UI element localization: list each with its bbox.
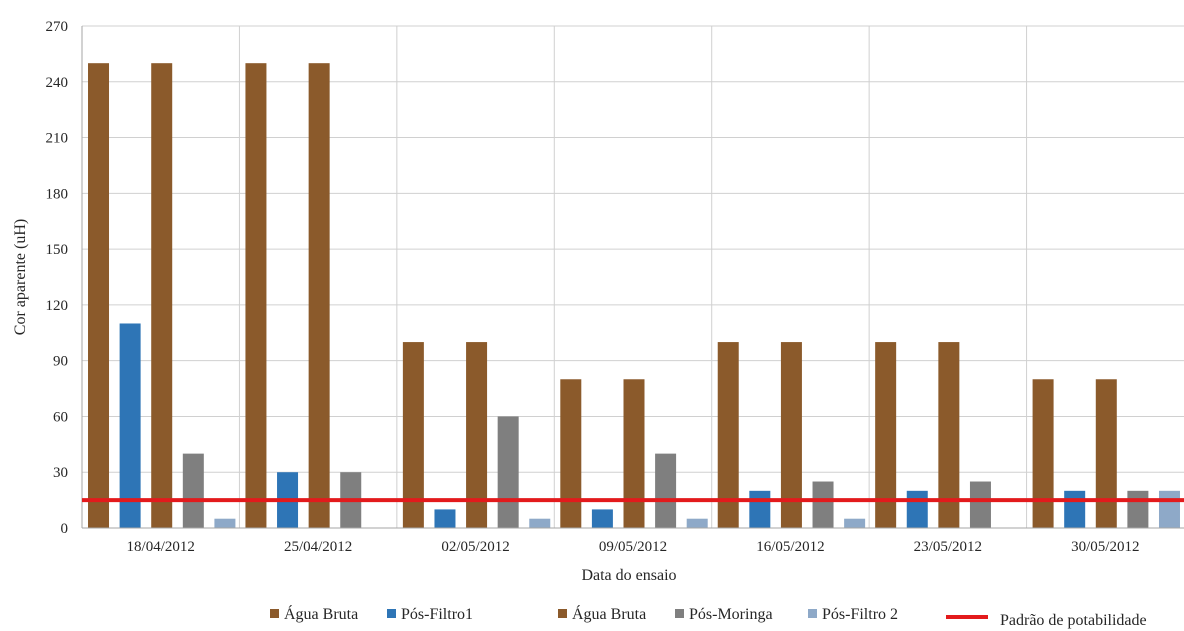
y-tick-label: 270 bbox=[46, 19, 69, 35]
x-tick-label: 02/05/2012 bbox=[441, 539, 509, 555]
bar bbox=[151, 63, 173, 529]
bar bbox=[875, 342, 897, 528]
legend-entry: Pós-Moringa bbox=[675, 606, 773, 623]
y-axis-title: Cor aparente (uH) bbox=[12, 219, 29, 335]
x-tick-label: 23/05/2012 bbox=[914, 539, 982, 555]
x-tick-label: 18/04/2012 bbox=[127, 539, 195, 555]
y-tick-label: 60 bbox=[53, 409, 68, 425]
bar bbox=[1064, 490, 1086, 528]
bar bbox=[969, 481, 991, 528]
bar bbox=[434, 509, 456, 528]
legend-entry: Pós-Filtro 2 bbox=[808, 606, 898, 623]
legend-label: Pós-Filtro1 bbox=[401, 606, 473, 623]
bar bbox=[844, 518, 866, 528]
legend-label: Padrão de potabilidade bbox=[1000, 612, 1147, 629]
legend-label: Água Bruta bbox=[284, 604, 358, 623]
bars bbox=[88, 63, 1180, 529]
bar bbox=[1158, 490, 1180, 528]
bar bbox=[655, 453, 677, 528]
legend-swatch bbox=[558, 609, 567, 618]
bar bbox=[1032, 379, 1054, 528]
bar bbox=[245, 63, 267, 529]
legend-swatch bbox=[675, 609, 684, 618]
legend-swatch bbox=[808, 609, 817, 618]
legend-entry: Água Bruta bbox=[558, 604, 646, 623]
y-tick-label: 0 bbox=[61, 521, 69, 537]
bar bbox=[560, 379, 582, 528]
bar bbox=[529, 518, 551, 528]
bar bbox=[214, 518, 236, 528]
bar bbox=[780, 342, 802, 528]
y-tick-labels: 0 30 60 90 120 150 180 210 240 270 bbox=[46, 19, 69, 537]
y-tick-label: 240 bbox=[46, 75, 69, 91]
bar bbox=[717, 342, 739, 528]
y-tick-label: 120 bbox=[46, 298, 69, 314]
axes bbox=[81, 26, 1184, 529]
bar bbox=[906, 490, 928, 528]
bar bbox=[623, 379, 645, 528]
x-axis-title: Data do ensaio bbox=[581, 567, 676, 584]
y-tick-label: 180 bbox=[46, 186, 69, 202]
bar bbox=[1127, 490, 1149, 528]
legend-label: Pós-Filtro 2 bbox=[822, 606, 898, 623]
bar bbox=[497, 416, 519, 528]
bar bbox=[119, 323, 141, 528]
bar bbox=[308, 63, 330, 529]
bar bbox=[749, 490, 771, 528]
bar bbox=[402, 342, 424, 528]
bar bbox=[88, 63, 110, 529]
bar bbox=[938, 342, 960, 528]
bar bbox=[591, 509, 613, 528]
legend-entry: Água Bruta bbox=[270, 604, 358, 623]
x-tick-labels: 18/04/2012 25/04/2012 02/05/2012 09/05/2012… bbox=[127, 539, 1140, 555]
legend: Água Bruta Pós-Filtro1 Água Bruta Pós-Morin… bbox=[270, 604, 1147, 629]
bar bbox=[182, 453, 204, 528]
x-tick-label: 30/05/2012 bbox=[1071, 539, 1139, 555]
legend-swatch bbox=[270, 609, 279, 618]
legend-label: Água Bruta bbox=[572, 604, 646, 623]
bar bbox=[686, 518, 708, 528]
y-tick-label: 30 bbox=[53, 465, 68, 481]
y-tick-label: 90 bbox=[53, 354, 68, 370]
y-tick-label: 150 bbox=[46, 242, 69, 258]
x-tick-label: 25/04/2012 bbox=[284, 539, 352, 555]
x-tick-label: 16/05/2012 bbox=[756, 539, 824, 555]
bar bbox=[466, 342, 488, 528]
y-tick-label: 210 bbox=[46, 131, 69, 147]
legend-entry: Padrão de potabilidade bbox=[946, 612, 1147, 629]
bar bbox=[1095, 379, 1117, 528]
legend-entry: Pós-Filtro1 bbox=[387, 606, 473, 623]
x-tick-label: 09/05/2012 bbox=[599, 539, 667, 555]
legend-swatch bbox=[387, 609, 396, 618]
legend-label: Pós-Moringa bbox=[689, 606, 773, 623]
bar bbox=[812, 481, 834, 528]
